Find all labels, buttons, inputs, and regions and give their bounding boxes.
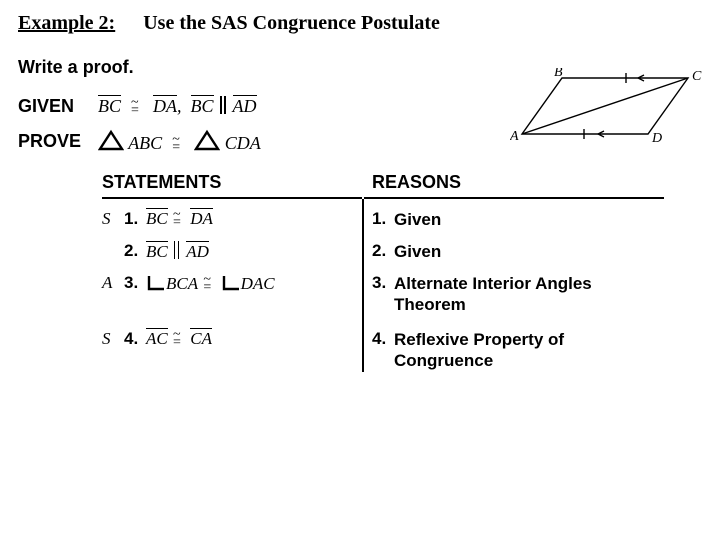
segment: AC	[146, 329, 168, 349]
statement-1: BC DA	[146, 209, 213, 229]
row-number: 1.	[372, 209, 394, 229]
row-number: 1.	[124, 209, 146, 229]
example-label: Example 2:	[18, 12, 115, 35]
row-number: 2.	[124, 241, 146, 261]
angle-name: BCA	[166, 274, 198, 293]
parallel-icon	[218, 96, 228, 114]
page-title: Use the SAS Congruence Postulate	[143, 12, 440, 35]
segment: BC	[146, 209, 168, 229]
parallelogram-diagram: A B C D	[510, 68, 706, 152]
congruent-icon	[130, 100, 144, 116]
reasons-column: 1. Given 2. Given 3. Alternate Interior …	[364, 199, 664, 372]
congruent-icon	[171, 137, 185, 153]
given-math: BC DA, BC AD	[98, 96, 257, 117]
segment-bc: BC	[98, 96, 121, 117]
prove-math: ABC CDA	[98, 129, 261, 154]
congruent-icon	[172, 212, 186, 228]
triangle-cda: CDA	[225, 133, 261, 153]
table-row: 4. Reflexive Property of Congruence	[372, 319, 664, 372]
row-number: 4.	[372, 329, 394, 349]
col-header-statements: STATEMENTS	[102, 172, 362, 199]
statements-column: S 1. BC DA 2. BC AD A 3. BCA DAC	[102, 199, 362, 372]
row-number: 4.	[124, 329, 146, 349]
sas-marker: S	[102, 329, 124, 349]
table-row: 2. Given	[372, 231, 664, 263]
reason-3: Alternate Interior Angles Theorem	[394, 273, 664, 316]
table-row: A 3. BCA DAC	[102, 263, 362, 319]
vertex-d: D	[651, 131, 662, 146]
vertex-b: B	[554, 68, 563, 80]
statement-2: BC AD	[146, 241, 209, 262]
segment-da: DA	[153, 96, 177, 117]
congruent-icon	[202, 277, 216, 293]
statement-3: BCA DAC	[146, 273, 275, 294]
segment: BC	[146, 242, 168, 262]
angle-name: DAC	[241, 274, 275, 293]
triangle-icon	[194, 129, 220, 151]
table-row: S 1. BC DA	[102, 199, 362, 231]
table-row: 3. Alternate Interior Angles Theorem	[372, 263, 664, 319]
col-header-reasons: REASONS	[364, 172, 664, 199]
reason-2: Given	[394, 241, 664, 262]
triangle-abc: ABC	[128, 133, 162, 153]
segment: CA	[190, 329, 212, 349]
reason-4: Reflexive Property of Congruence	[394, 329, 664, 372]
table-row: 2. BC AD	[102, 231, 362, 263]
row-number: 2.	[372, 241, 394, 261]
sas-marker: A	[102, 273, 124, 293]
given-label: GIVEN	[18, 96, 84, 117]
proof-table: STATEMENTS REASONS S 1. BC DA 2. BC AD A	[102, 172, 702, 372]
parallel-icon	[172, 241, 182, 259]
angle-icon	[221, 273, 241, 291]
comma: ,	[177, 96, 182, 116]
prove-label: PROVE	[18, 131, 84, 152]
table-row: S 4. AC CA	[102, 319, 362, 351]
row-number: 3.	[124, 273, 146, 293]
row-number: 3.	[372, 273, 394, 293]
vertex-c: C	[692, 69, 702, 84]
triangle-icon	[98, 129, 124, 151]
angle-icon	[146, 273, 166, 291]
table-row: 1. Given	[372, 199, 664, 231]
statement-4: AC CA	[146, 329, 212, 349]
segment: AD	[186, 242, 209, 262]
reason-1: Given	[394, 209, 664, 230]
sas-marker: S	[102, 209, 124, 229]
segment: DA	[190, 209, 213, 229]
vertex-a: A	[510, 129, 519, 144]
congruent-icon	[172, 332, 186, 348]
segment-ad: AD	[233, 96, 257, 117]
segment-bc-2: BC	[191, 96, 214, 117]
